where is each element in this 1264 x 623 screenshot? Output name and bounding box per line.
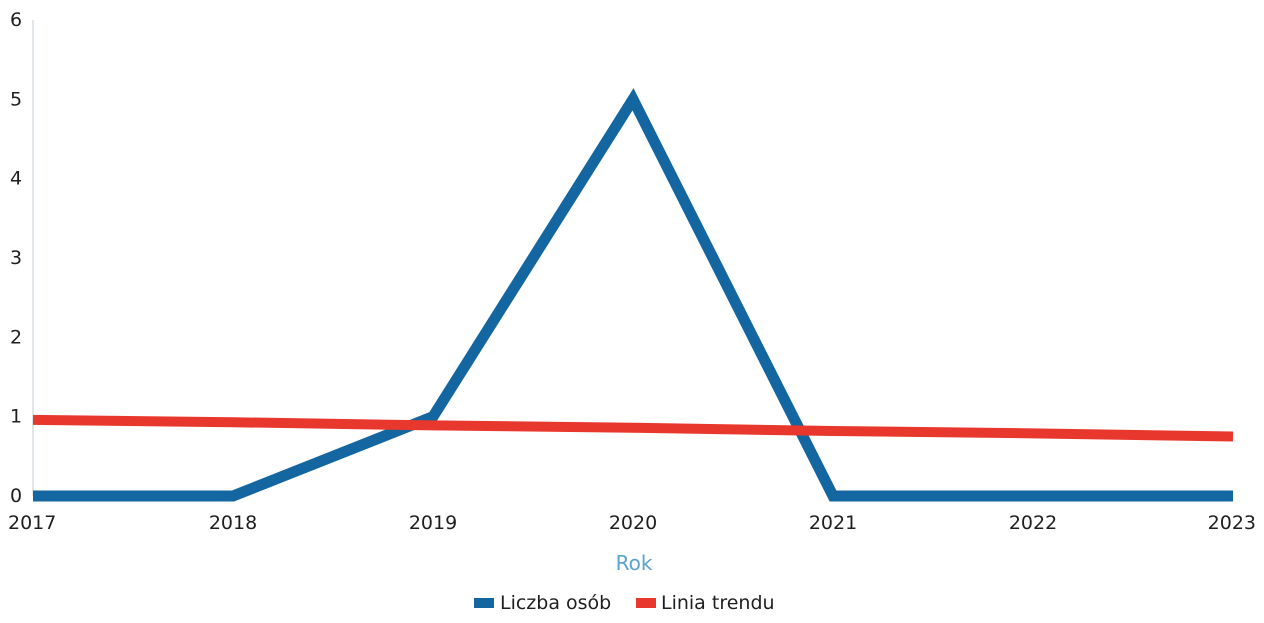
x-tick-label: 2023 xyxy=(1208,512,1256,534)
x-tick-label: 2020 xyxy=(609,512,657,534)
legend-label: Liczba osób xyxy=(500,592,611,614)
x-tick-label: 2019 xyxy=(409,512,457,534)
y-tick-label: 4 xyxy=(10,168,22,190)
legend-label: Linia trendu xyxy=(661,592,775,614)
x-tick-label: 2017 xyxy=(8,512,56,534)
x-axis-title: Rok xyxy=(616,551,653,575)
y-tick-label: 3 xyxy=(10,247,22,269)
y-axis: 0 1 2 3 4 5 6 xyxy=(10,9,34,507)
y-tick-label: 5 xyxy=(10,88,22,110)
series-layer xyxy=(32,88,1234,502)
legend-swatch xyxy=(636,598,656,608)
series-line-linia-trendu xyxy=(32,414,1234,442)
x-axis: 2017 2018 2019 2020 2021 2022 2023 xyxy=(8,512,1256,534)
y-tick-label: 2 xyxy=(10,326,22,348)
legend: Liczba osób Linia trendu xyxy=(474,592,775,614)
y-tick-label: 6 xyxy=(10,9,22,31)
x-tick-label: 2022 xyxy=(1009,512,1057,534)
x-tick-label: 2018 xyxy=(209,512,257,534)
x-tick-label: 2021 xyxy=(809,512,857,534)
series-line-liczba-osob xyxy=(33,88,1233,502)
y-tick-label: 1 xyxy=(10,406,22,428)
y-tick-label: 0 xyxy=(10,485,22,507)
legend-swatch xyxy=(474,598,494,608)
